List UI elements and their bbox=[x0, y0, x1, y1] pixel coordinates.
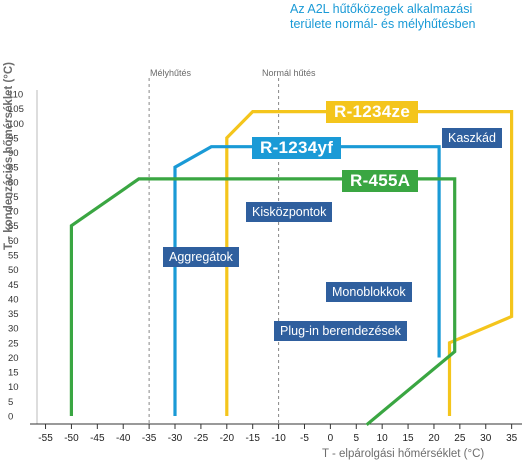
x-tick-label: -45 bbox=[90, 433, 105, 444]
y-tick-label: 15 bbox=[8, 368, 19, 379]
y-tick-label: 60 bbox=[8, 236, 19, 247]
x-tick-label: -20 bbox=[220, 433, 235, 444]
x-tick-label: -55 bbox=[38, 433, 53, 444]
x-tick-label: 35 bbox=[506, 433, 518, 444]
y-tick-label: 65 bbox=[8, 221, 19, 232]
y-tick-label: 20 bbox=[8, 353, 19, 364]
series-line-r455a bbox=[69, 177, 457, 427]
x-tick-label: -10 bbox=[271, 433, 286, 444]
y-tick-label: 5 bbox=[8, 397, 13, 408]
x-tick-label: 20 bbox=[428, 433, 440, 444]
series-tag-r455a: R-455A bbox=[342, 170, 419, 192]
x-tick-label: -35 bbox=[142, 433, 157, 444]
x-tick-label: -15 bbox=[245, 433, 260, 444]
x-tick-label: 25 bbox=[454, 433, 466, 444]
box-plugin: Plug-in berendezések bbox=[274, 321, 407, 341]
y-tick-label: 45 bbox=[8, 280, 19, 291]
zone-label-normal: Normál hűtés bbox=[262, 68, 316, 78]
y-tick-label: 75 bbox=[8, 192, 19, 203]
y-tick-label: 35 bbox=[8, 309, 19, 320]
series-tag-r1234ze: R-1234ze bbox=[326, 101, 419, 123]
y-tick-label: 105 bbox=[8, 104, 24, 115]
x-tick-label: -5 bbox=[300, 433, 309, 444]
y-tick-label: 0 bbox=[8, 412, 13, 423]
zone-label-deep: Mélyhűtés bbox=[150, 68, 192, 78]
y-tick-label: 30 bbox=[8, 324, 19, 335]
box-aggregatok: Aggregátok bbox=[163, 247, 239, 267]
x-tick-label: -25 bbox=[194, 433, 209, 444]
y-tick-label: 100 bbox=[8, 119, 24, 130]
y-tick-label: 110 bbox=[8, 90, 23, 101]
x-tick-label: -30 bbox=[168, 433, 183, 444]
y-tick-label: 95 bbox=[8, 133, 19, 144]
chart-title: Az A2L hűtőközegek alkalmazási területe … bbox=[290, 2, 526, 32]
box-kiskozpontok: Kisközpontok bbox=[246, 202, 333, 222]
box-monoblokkok: Monoblokkok bbox=[326, 282, 412, 302]
x-tick-label: 15 bbox=[403, 433, 415, 444]
y-tick-label: 50 bbox=[8, 265, 19, 276]
series-tag-r1234yf: R-1234yf bbox=[252, 137, 342, 159]
x-tick-label: 10 bbox=[377, 433, 389, 444]
y-tick-label: 40 bbox=[8, 294, 19, 305]
x-tick-label: 5 bbox=[353, 433, 359, 444]
y-tick-label: 90 bbox=[8, 148, 19, 159]
title-line-1: Az A2L hűtőközegek alkalmazási bbox=[290, 2, 473, 16]
y-tick-label: 25 bbox=[8, 338, 19, 349]
y-tick-label: 80 bbox=[8, 177, 19, 188]
y-tick-label: 85 bbox=[8, 163, 19, 174]
x-tick-label: 0 bbox=[328, 433, 334, 444]
x-tick-label: -40 bbox=[116, 433, 131, 444]
box-kaszkad: Kaszkád bbox=[442, 128, 502, 148]
y-axis-label: T - kondenzációs hőmérséklet (°C) bbox=[3, 62, 15, 250]
y-tick-label: 10 bbox=[8, 382, 19, 393]
x-axis-label: T - elpárolgási hőmérséklet (°C) bbox=[322, 448, 485, 460]
title-line-2: területe normál- és mélyhűtésben bbox=[290, 17, 476, 31]
series-line-r1234ze bbox=[225, 109, 514, 416]
x-tick-label: -50 bbox=[64, 433, 79, 444]
x-tick-label: 30 bbox=[480, 433, 492, 444]
y-tick-label: 70 bbox=[8, 207, 19, 218]
y-tick-label: 55 bbox=[8, 251, 19, 262]
